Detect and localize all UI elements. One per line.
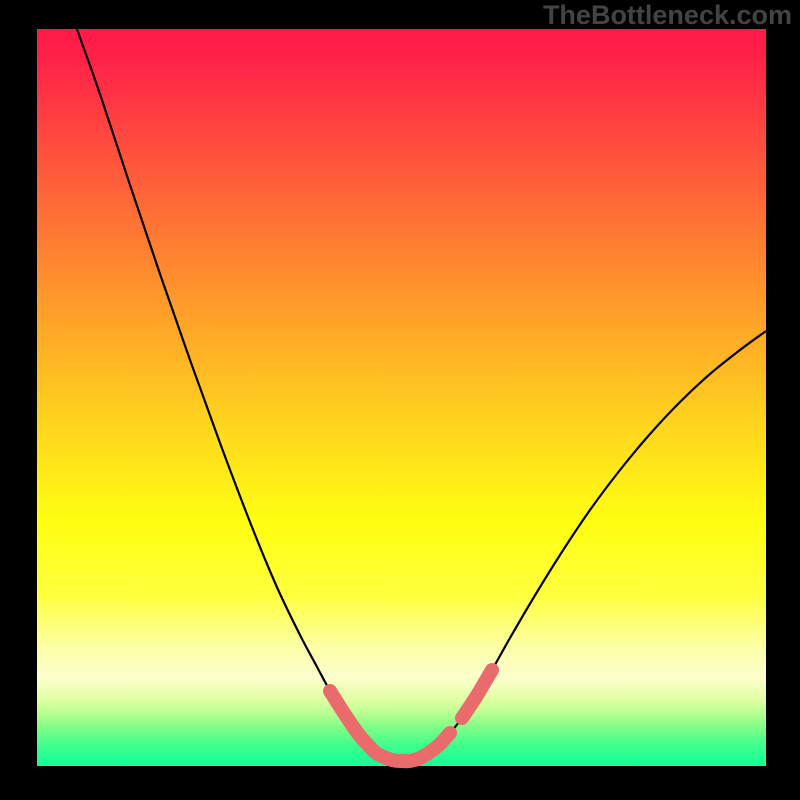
chart-svg: [0, 0, 800, 800]
chart-stage: TheBottleneck.com: [0, 0, 800, 800]
watermark-text: TheBottleneck.com: [543, 0, 792, 31]
plot-gradient-rect: [37, 29, 766, 766]
